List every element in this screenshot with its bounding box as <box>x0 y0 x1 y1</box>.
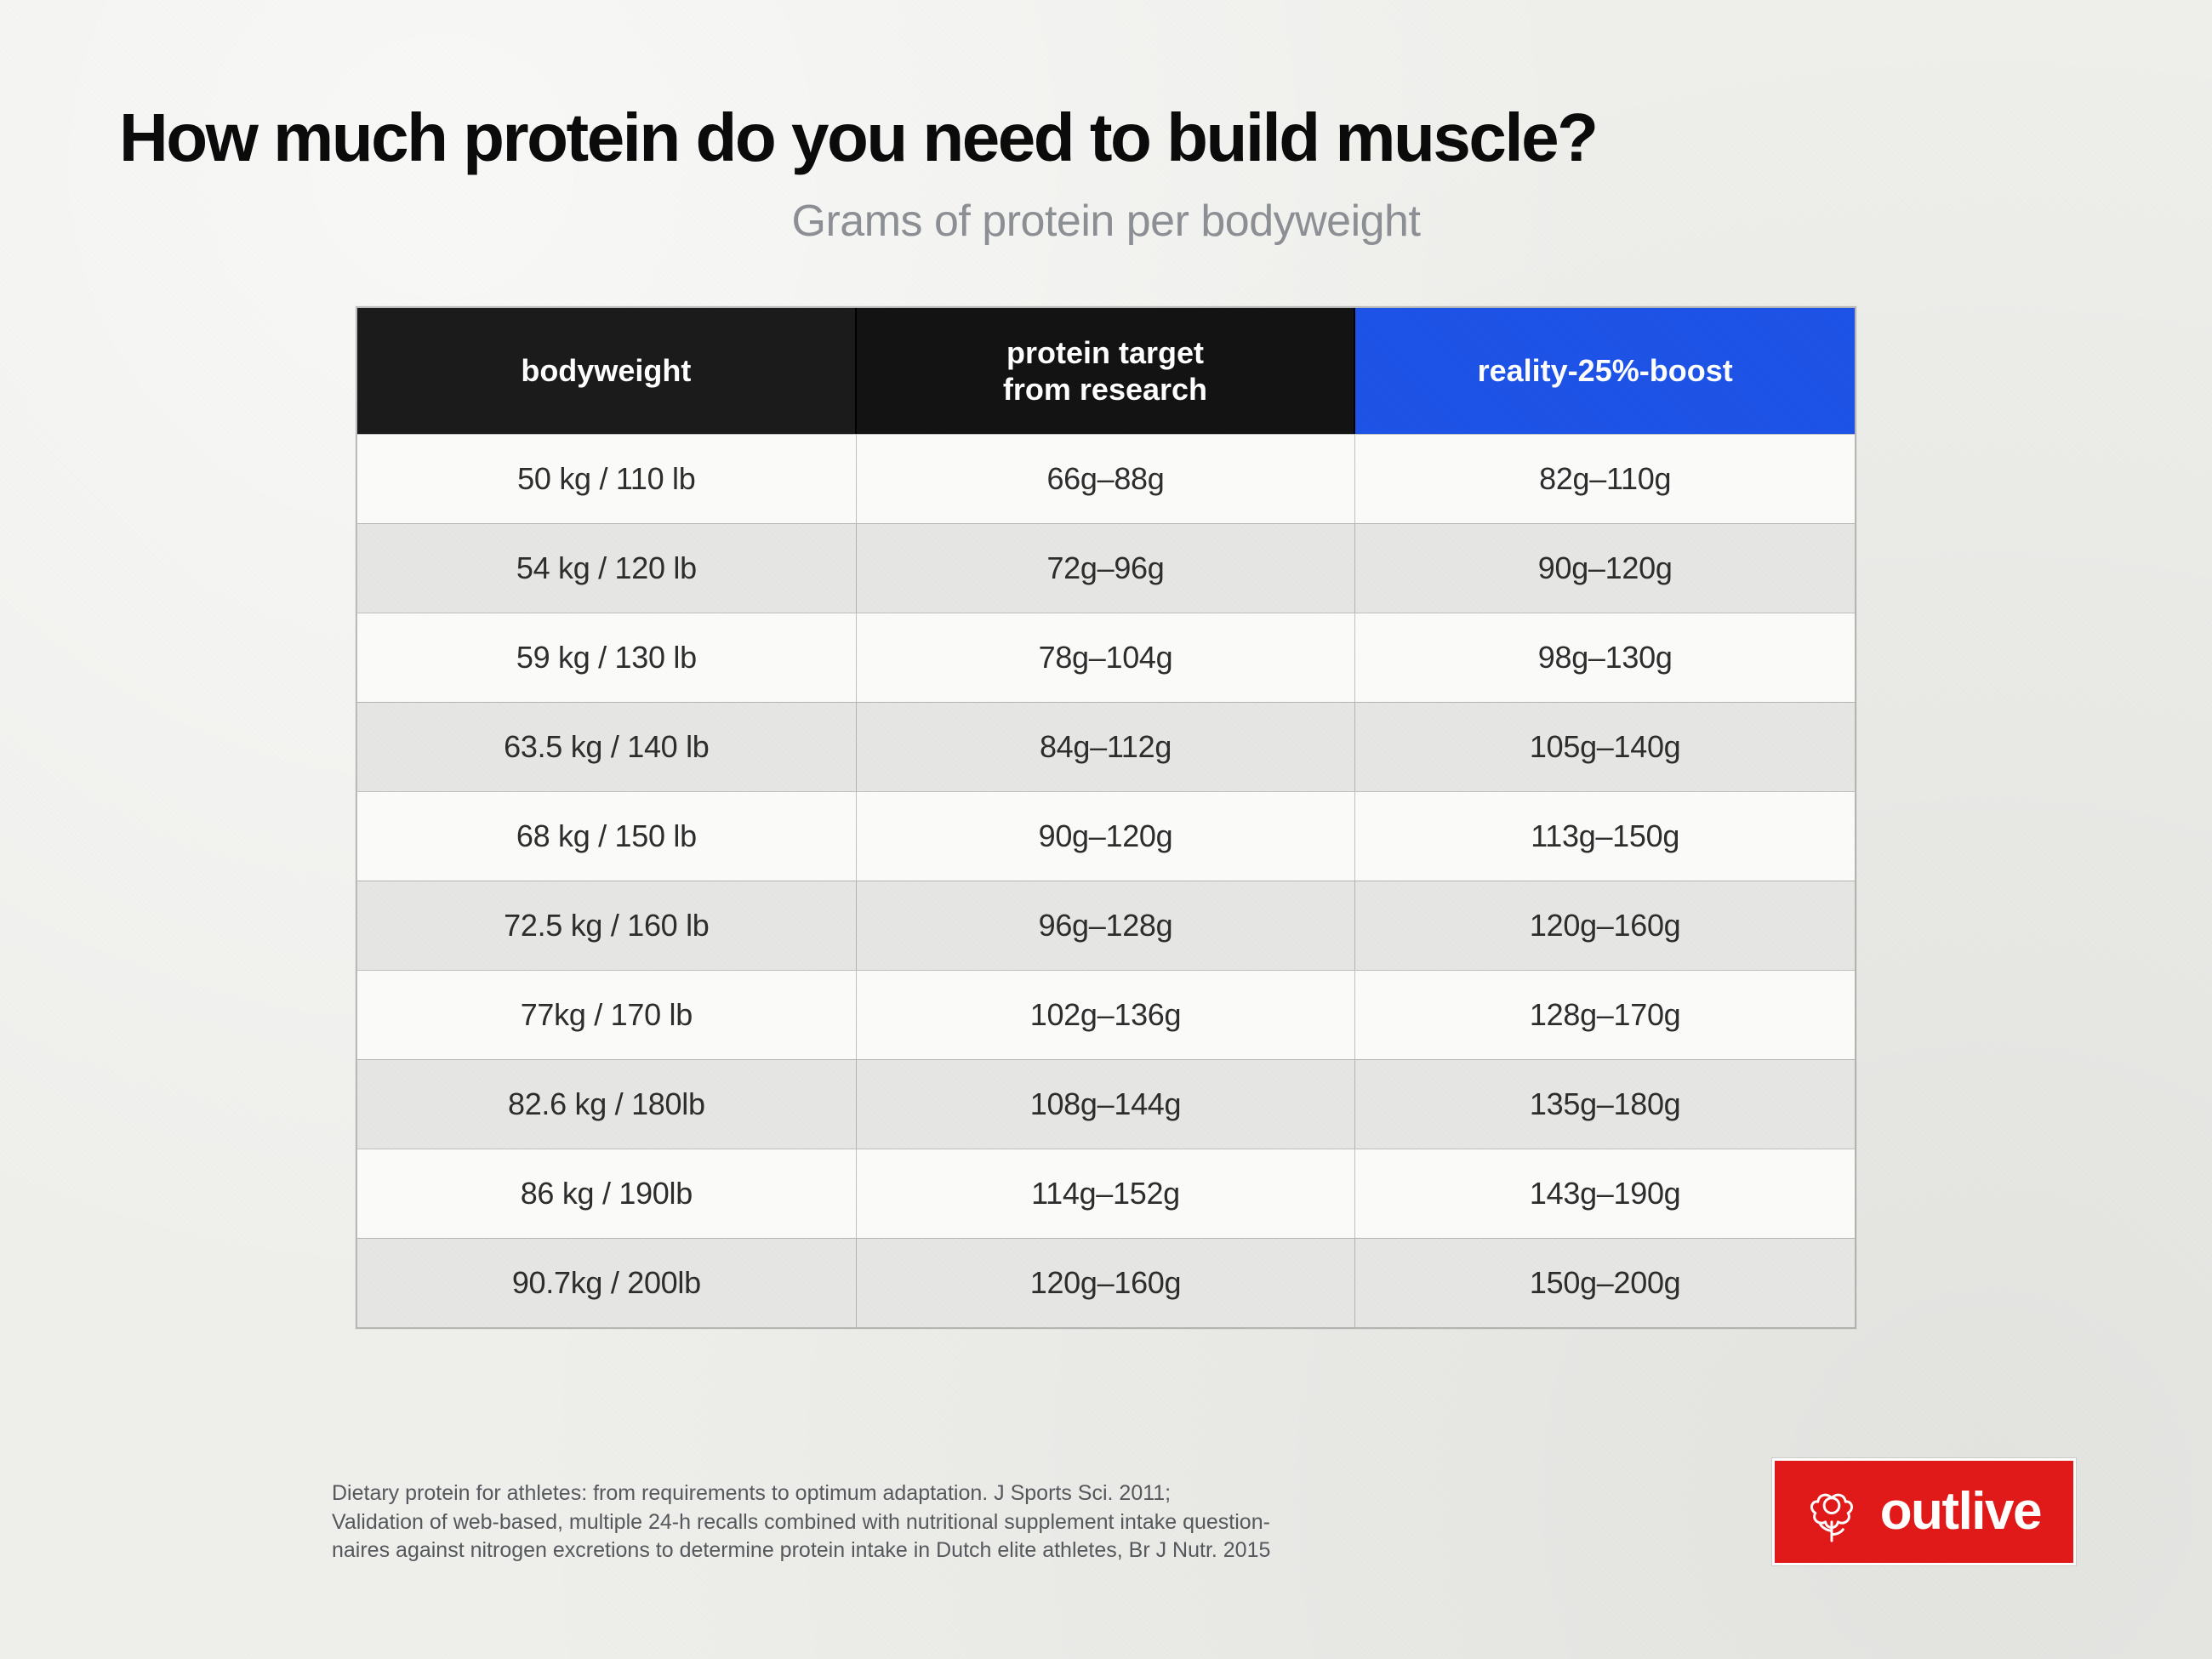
table-cell: 128g–170g <box>1355 971 1855 1059</box>
citation-footnote: Dietary protein for athletes: from requi… <box>332 1479 1270 1565</box>
table-cell: 63.5 kg / 140 lb <box>357 703 857 791</box>
table-cell: 77kg / 170 lb <box>357 971 857 1059</box>
table-cell: 78g–104g <box>857 613 1356 702</box>
brand-logo: outlive <box>1772 1458 2076 1565</box>
table-header-reality: reality-25%-boost <box>1355 308 1855 434</box>
table-cell: 84g–112g <box>857 703 1356 791</box>
table-cell: 68 kg / 150 lb <box>357 792 857 881</box>
table-cell: 72g–96g <box>857 524 1356 613</box>
table-row: 72.5 kg / 160 lb96g–128g120g–160g <box>357 881 1855 970</box>
brand-logo-text: outlive <box>1880 1485 2041 1538</box>
table-cell: 143g–190g <box>1355 1149 1855 1238</box>
table-body: 50 kg / 110 lb66g–88g82g–110g54 kg / 120… <box>357 434 1855 1327</box>
table-cell: 50 kg / 110 lb <box>357 435 857 523</box>
table-row: 63.5 kg / 140 lb84g–112g105g–140g <box>357 702 1855 791</box>
table-row: 77kg / 170 lb102g–136g128g–170g <box>357 970 1855 1059</box>
table-cell: 54 kg / 120 lb <box>357 524 857 613</box>
table-cell: 108g–144g <box>857 1060 1356 1149</box>
table-cell: 120g–160g <box>1355 881 1855 970</box>
page-title: How much protein do you need to build mu… <box>119 102 2093 174</box>
table-cell: 114g–152g <box>857 1149 1356 1238</box>
table-row: 68 kg / 150 lb90g–120g113g–150g <box>357 791 1855 881</box>
table-cell: 113g–150g <box>1355 792 1855 881</box>
table-row: 50 kg / 110 lb66g–88g82g–110g <box>357 434 1855 523</box>
table-cell: 96g–128g <box>857 881 1356 970</box>
table-header-bodyweight: bodyweight <box>357 308 857 434</box>
table-cell: 59 kg / 130 lb <box>357 613 857 702</box>
table-cell: 90.7kg / 200lb <box>357 1239 857 1327</box>
protein-table: bodyweight protein target from research … <box>356 306 1856 1329</box>
table-cell: 90g–120g <box>857 792 1356 881</box>
table-cell: 72.5 kg / 160 lb <box>357 881 857 970</box>
table-row: 54 kg / 120 lb72g–96g90g–120g <box>357 523 1855 613</box>
table-row: 86 kg / 190lb114g–152g143g–190g <box>357 1149 1855 1238</box>
table-cell: 66g–88g <box>857 435 1356 523</box>
table-row: 59 kg / 130 lb78g–104g98g–130g <box>357 613 1855 702</box>
table-cell: 150g–200g <box>1355 1239 1855 1327</box>
table-cell: 105g–140g <box>1355 703 1855 791</box>
table-header-row: bodyweight protein target from research … <box>357 308 1855 434</box>
rose-icon <box>1800 1480 1863 1543</box>
table-cell: 98g–130g <box>1355 613 1855 702</box>
page-subtitle: Grams of protein per bodyweight <box>119 196 2093 247</box>
table-cell: 86 kg / 190lb <box>357 1149 857 1238</box>
table-cell: 82.6 kg / 180lb <box>357 1060 857 1149</box>
table-cell: 135g–180g <box>1355 1060 1855 1149</box>
table-row: 82.6 kg / 180lb108g–144g135g–180g <box>357 1059 1855 1149</box>
table-cell: 102g–136g <box>857 971 1356 1059</box>
table-cell: 82g–110g <box>1355 435 1855 523</box>
table-header-research: protein target from research <box>857 308 1356 434</box>
table-cell: 120g–160g <box>857 1239 1356 1327</box>
table-row: 90.7kg / 200lb120g–160g150g–200g <box>357 1238 1855 1327</box>
table-cell: 90g–120g <box>1355 524 1855 613</box>
